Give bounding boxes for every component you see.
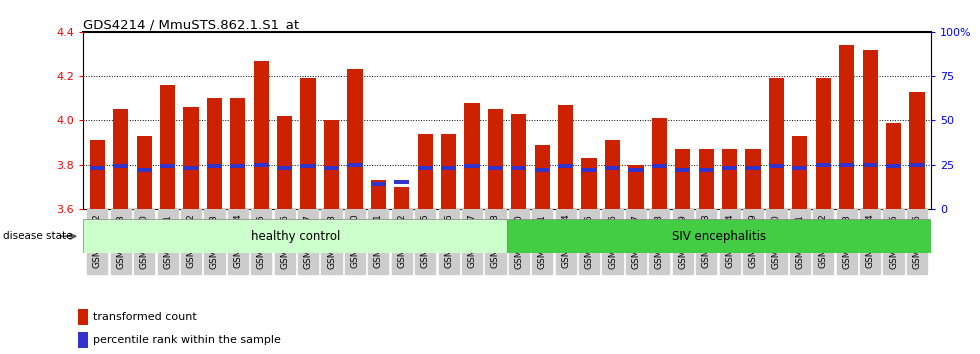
Bar	[839, 45, 855, 209]
Bar	[78, 332, 88, 348]
Bar	[886, 164, 902, 169]
Bar	[465, 103, 479, 209]
Bar	[277, 116, 292, 209]
Bar	[792, 136, 808, 209]
Bar	[508, 219, 931, 253]
Bar	[512, 166, 526, 170]
Bar	[535, 168, 550, 172]
Bar	[815, 162, 831, 167]
Bar	[160, 85, 175, 209]
Bar	[488, 166, 503, 170]
Text: SIV encephalitis: SIV encephalitis	[672, 230, 766, 243]
Bar	[535, 145, 550, 209]
Bar	[207, 164, 222, 169]
Bar	[441, 134, 457, 209]
Bar	[675, 149, 690, 209]
Bar	[909, 162, 924, 167]
Bar	[699, 149, 713, 209]
Bar	[792, 166, 808, 170]
Bar	[558, 164, 573, 169]
Bar	[160, 164, 175, 169]
Bar	[746, 166, 760, 170]
Bar	[370, 182, 386, 186]
Bar	[886, 122, 902, 209]
Bar	[512, 114, 526, 209]
Bar	[628, 165, 644, 209]
Bar	[90, 140, 105, 209]
Bar	[347, 162, 363, 167]
Text: GDS4214 / MmuSTS.862.1.S1_at: GDS4214 / MmuSTS.862.1.S1_at	[83, 18, 300, 31]
Bar	[722, 149, 737, 209]
Text: healthy control: healthy control	[251, 230, 340, 243]
Bar	[488, 109, 503, 209]
Bar	[699, 168, 713, 172]
Bar	[113, 109, 128, 209]
Bar	[605, 166, 620, 170]
Bar	[370, 180, 386, 209]
Bar	[417, 166, 433, 170]
Bar	[558, 105, 573, 209]
Bar	[183, 107, 199, 209]
Bar	[675, 168, 690, 172]
Bar	[324, 120, 339, 209]
Bar	[136, 136, 152, 209]
Bar	[183, 166, 199, 170]
Bar	[909, 92, 924, 209]
Bar	[78, 309, 88, 325]
Bar	[815, 78, 831, 209]
Bar	[207, 98, 222, 209]
Bar	[394, 187, 410, 209]
Bar	[394, 180, 410, 184]
Bar	[581, 168, 597, 172]
Text: percentile rank within the sample: percentile rank within the sample	[92, 335, 280, 346]
Bar	[417, 134, 433, 209]
Text: disease state: disease state	[3, 231, 73, 241]
Bar	[628, 168, 644, 172]
Bar	[862, 50, 878, 209]
Bar	[254, 61, 269, 209]
Bar	[83, 219, 508, 253]
Bar	[301, 164, 316, 169]
Bar	[769, 164, 784, 169]
Bar	[441, 166, 457, 170]
Bar	[746, 149, 760, 209]
Bar	[769, 78, 784, 209]
Bar	[254, 162, 269, 167]
Bar	[136, 168, 152, 172]
Bar	[605, 140, 620, 209]
Bar	[722, 166, 737, 170]
Bar	[839, 162, 855, 167]
Bar	[301, 78, 316, 209]
Bar	[230, 98, 245, 209]
Bar	[324, 166, 339, 170]
Bar	[652, 118, 667, 209]
Bar	[90, 166, 105, 170]
Bar	[581, 158, 597, 209]
Bar	[277, 166, 292, 170]
Bar	[862, 162, 878, 167]
Text: transformed count: transformed count	[92, 312, 196, 322]
Bar	[347, 69, 363, 209]
Bar	[465, 164, 479, 169]
Bar	[652, 164, 667, 169]
Bar	[230, 164, 245, 169]
Bar	[113, 164, 128, 169]
